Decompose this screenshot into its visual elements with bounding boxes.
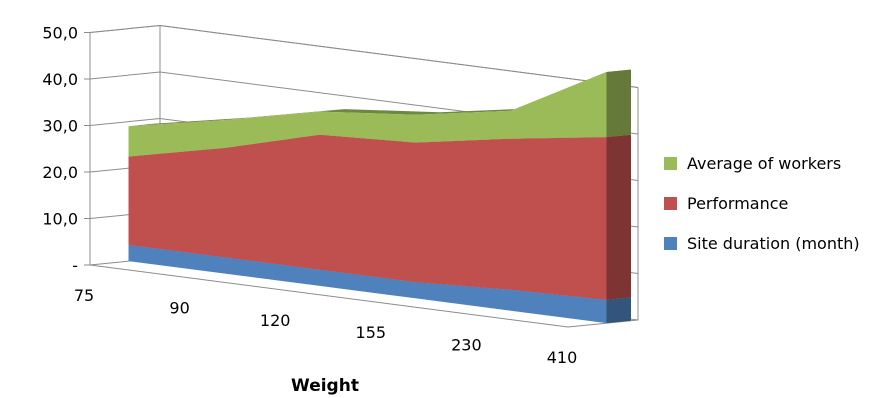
legend-item-average-of-workers: Average of workers (664, 154, 841, 173)
x-tick-label: 230 (451, 336, 482, 355)
floor-right-edge (567, 319, 639, 328)
area-side-face (606, 297, 631, 324)
x-tick-label: 120 (260, 311, 291, 330)
x-tick-label: 410 (547, 348, 578, 367)
series-average-of-workers (128, 69, 631, 157)
area-front-face (128, 244, 607, 324)
area-side-face (606, 69, 631, 138)
floor-front-edge (89, 264, 569, 328)
y-tick-label: 50,0 (42, 24, 78, 43)
y-tick-label: - (72, 256, 78, 275)
legend-swatch (664, 197, 677, 210)
plot-area (128, 69, 631, 324)
y-axis: - 10,0 20,0 30,0 40,0 50,0 (42, 24, 90, 275)
area-front-face (128, 72, 607, 157)
y-tick-label: 10,0 (42, 210, 78, 229)
legend-label: Site duration (month) (687, 234, 860, 253)
y-tick-label: 30,0 (42, 117, 78, 136)
x-tick-label: 75 (74, 286, 94, 305)
area-front-face (128, 134, 607, 300)
legend-label: Performance (687, 194, 788, 213)
x-axis: 75 90 120 155 230 410 (74, 286, 577, 367)
x-axis-title: Weight (291, 376, 359, 396)
legend-label: Average of workers (687, 154, 841, 173)
legend-swatch (664, 237, 677, 250)
x-tick-label: 90 (169, 298, 189, 317)
area-side-face (606, 134, 631, 300)
gridline (89, 24, 639, 88)
y-tick-label: 20,0 (42, 163, 78, 182)
legend-swatch (664, 157, 677, 170)
y-tick-label: 40,0 (42, 70, 78, 89)
legend-item-site-duration-month: Site duration (month) (664, 234, 860, 253)
legend-item-performance: Performance (664, 194, 788, 213)
series-performance (128, 132, 631, 300)
x-tick-label: 155 (356, 323, 387, 342)
legend: Average of workers Performance Site durati… (664, 154, 860, 253)
